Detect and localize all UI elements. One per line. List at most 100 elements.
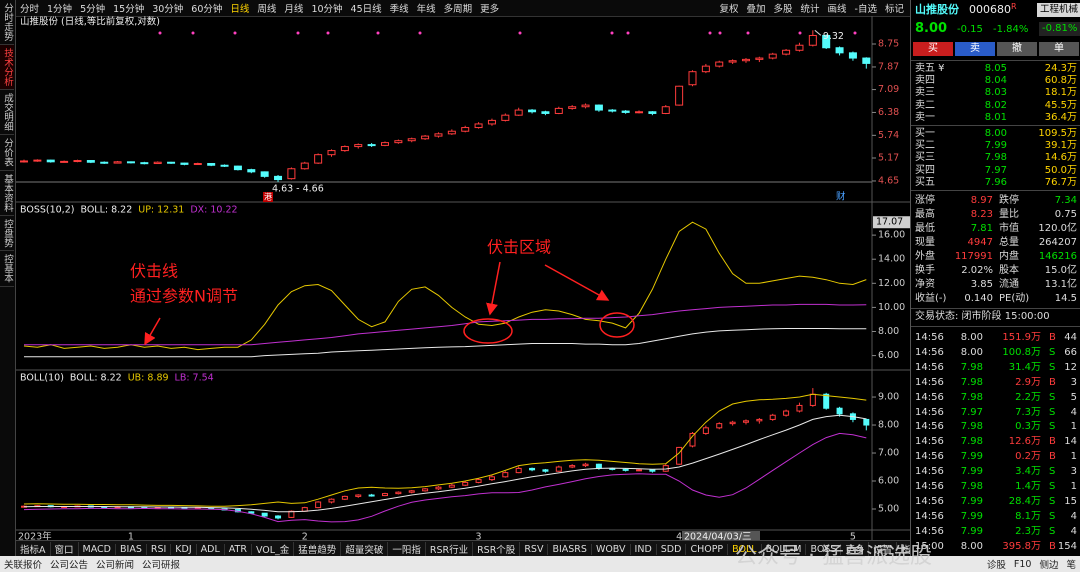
indicator-tab[interactable]: 指标A	[16, 542, 51, 556]
indicator-tab[interactable]: 超量突破	[341, 542, 389, 556]
y-tick-label: 7.00	[878, 448, 899, 459]
candle-body	[153, 161, 162, 165]
side-tab[interactable]: 技术分析	[0, 45, 14, 90]
legend-value: 8.22	[101, 373, 122, 384]
period-tab[interactable]: 年线	[416, 4, 436, 15]
status-link[interactable]: 公司新闻	[96, 560, 135, 571]
trade-button[interactable]: 买	[913, 42, 953, 56]
candle-body	[220, 164, 229, 167]
tick-time: 14:56	[915, 332, 944, 343]
period-tab[interactable]: 多周期	[443, 4, 473, 15]
status-link[interactable]: F10	[1013, 558, 1032, 570]
indicator-tab[interactable]: BIASRS	[548, 543, 592, 555]
period-tab[interactable]: 10分钟	[311, 4, 343, 15]
tick-side: B	[1049, 436, 1056, 448]
period-tab[interactable]: 季线	[389, 4, 409, 15]
period-tab[interactable]: 30分钟	[152, 4, 184, 15]
y-tick-label: 4.65	[878, 175, 899, 186]
period-tab[interactable]: 更多	[480, 4, 500, 15]
last-price: 8.00	[915, 21, 948, 36]
stat-label: 换手	[915, 265, 935, 276]
indicator-tab[interactable]: RSR个股	[473, 542, 521, 556]
indicator-tab[interactable]: ATR	[225, 543, 252, 555]
status-link[interactable]: 公司公告	[50, 560, 89, 571]
side-tab[interactable]: 分价表	[0, 135, 14, 171]
candle-body	[461, 127, 470, 132]
tool-button[interactable]: 叠加	[746, 4, 766, 15]
status-link[interactable]: 公司研报	[142, 560, 181, 571]
period-tab[interactable]: 分时	[20, 4, 40, 15]
tick-time: 14:56	[915, 346, 944, 358]
candle-body	[395, 491, 402, 495]
indicator-tab[interactable]: 一阳指	[388, 542, 426, 556]
tool-button[interactable]: 统计	[800, 4, 820, 15]
candle-body	[756, 418, 763, 422]
indicator-tab[interactable]: VOL_金	[252, 542, 295, 556]
indicator-tab[interactable]: IND	[631, 543, 657, 555]
indicator-tab[interactable]: KDJ	[171, 543, 197, 555]
stat-label: PE(动)	[999, 293, 1030, 304]
candle-body	[661, 106, 670, 114]
indicator-tab[interactable]: SDD	[657, 543, 687, 555]
candle-body	[808, 34, 817, 46]
side-tab[interactable]: 基本资料	[0, 171, 14, 216]
trade-button[interactable]: 单	[1039, 42, 1079, 56]
tool-button[interactable]: 标记	[884, 4, 904, 15]
side-tab[interactable]: 控盘势	[0, 216, 14, 251]
indicator-tab[interactable]: CHOPP	[686, 543, 729, 555]
status-link[interactable]: 笔	[1066, 560, 1076, 571]
status-link[interactable]: 侧边	[1039, 560, 1059, 571]
indicator-tab[interactable]: WOBV	[592, 543, 631, 555]
book-price: 8.02	[984, 99, 1007, 111]
sector-button[interactable]: 工程机械	[1037, 3, 1080, 17]
side-tab[interactable]: 分时走势	[0, 0, 14, 45]
indicator-tab[interactable]: 更多	[841, 542, 870, 556]
period-tab[interactable]: 60分钟	[191, 4, 223, 15]
tool-button[interactable]: -自选	[854, 4, 877, 15]
period-tab[interactable]: 月线	[284, 4, 304, 15]
period-tab[interactable]: 15分钟	[113, 4, 145, 15]
cursor-label: 2024/04/03/三	[684, 532, 751, 541]
status-link[interactable]: 关联报价	[4, 560, 43, 571]
book-label: 卖五 ¥	[915, 63, 945, 74]
tick-time: 14:56	[915, 495, 944, 507]
side-tab[interactable]: 成交明细	[0, 90, 14, 135]
stat-value: 146216	[1038, 251, 1077, 262]
indicator-tab[interactable]: RSV	[520, 543, 549, 555]
indicator-tab[interactable]: 窗口	[51, 542, 79, 556]
period-tab[interactable]: 周线	[257, 4, 277, 15]
book-label: 卖三	[915, 87, 935, 99]
trade-button[interactable]: 卖	[955, 42, 995, 56]
tick-count: 66	[1064, 346, 1077, 358]
tool-button[interactable]: 复权	[719, 4, 739, 15]
period-tab[interactable]: 1分钟	[47, 4, 73, 15]
tick-price: 7.98	[960, 421, 983, 433]
indicator-tab[interactable]: MACD	[79, 543, 116, 555]
candle-body	[555, 466, 562, 472]
status-link[interactable]: 诊股	[986, 560, 1006, 571]
indicator-tab[interactable]: BOLL-M	[762, 543, 807, 555]
stat-label: 股本	[999, 265, 1019, 276]
indicator-tab[interactable]: BOSS	[806, 543, 842, 555]
period-tab[interactable]: 日线	[230, 4, 250, 15]
period-tab[interactable]: 5分钟	[80, 4, 106, 15]
y-tick-label: 7.87	[878, 61, 899, 72]
indicator-tab[interactable]: BOLL	[728, 543, 762, 555]
side-tab[interactable]: 控基本	[0, 251, 14, 287]
tool-button[interactable]: 画线	[827, 4, 847, 15]
series-line	[23, 432, 867, 523]
indicator-tab[interactable]: 设置	[869, 542, 898, 556]
trade-button[interactable]: 撤	[997, 42, 1037, 56]
indicator-tab[interactable]: BIAS	[116, 543, 147, 555]
x-tick-label: 5	[850, 532, 856, 541]
indicator-tab[interactable]: RSR行业	[426, 542, 474, 556]
y-tick-label: 6.00	[878, 350, 899, 361]
indicator-tab[interactable]: 猛兽趋势	[294, 542, 342, 556]
indicator-tab[interactable]: ADL	[197, 543, 225, 555]
tool-button[interactable]: 多股	[773, 4, 793, 15]
period-tab[interactable]: 45日线	[350, 4, 382, 15]
indicator-tab[interactable]: RSI	[147, 543, 172, 555]
tick-side: S	[1049, 510, 1056, 522]
event-tag-box	[263, 192, 273, 202]
